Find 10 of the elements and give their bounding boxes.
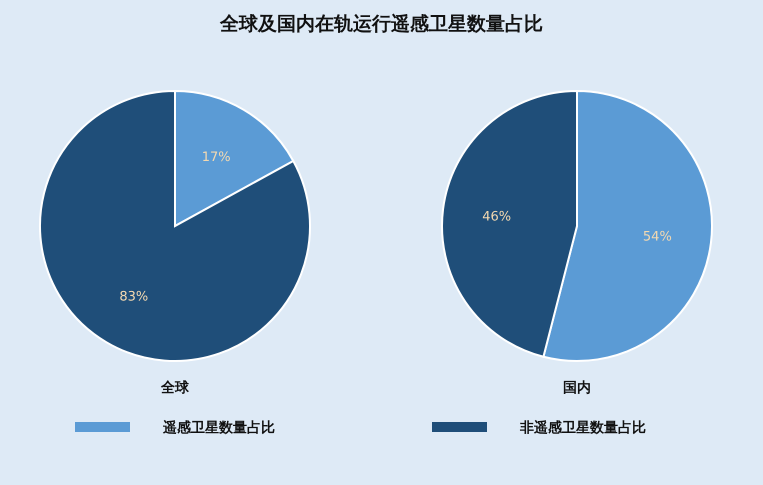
data-label: 54% (642, 230, 672, 245)
text: 全球 (160, 380, 190, 396)
pie-slice (39, 90, 311, 362)
data-label: 46% (482, 209, 512, 224)
legend-label: 非遥感卫星数量占比 (519, 419, 646, 436)
data-label: 83% (119, 289, 148, 304)
chart-title: 全球及国内在轨运行遥感卫星数量占比 (219, 13, 543, 35)
data-label: 17% (202, 150, 231, 165)
legend-label: 遥感卫星数量占比 (162, 419, 275, 436)
text: 国内 (563, 380, 591, 396)
